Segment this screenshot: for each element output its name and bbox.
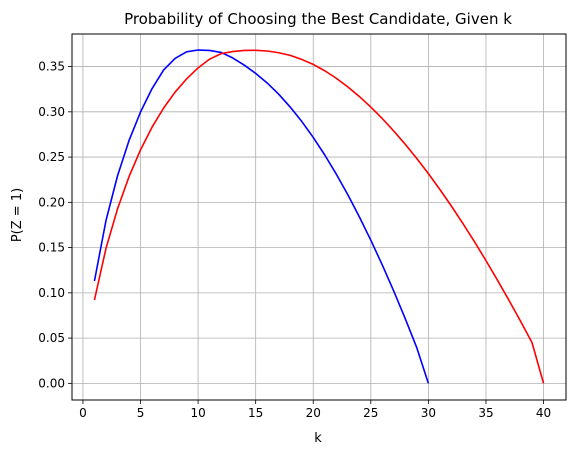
y-tick-label: 0.20 bbox=[38, 195, 65, 209]
chart-title: Probability of Choosing the Best Candida… bbox=[124, 10, 512, 28]
x-tick-label: 5 bbox=[137, 406, 145, 420]
y-axis-label: P(Z = 1) bbox=[10, 188, 25, 242]
y-tick-label: 0.00 bbox=[38, 376, 65, 390]
x-axis-label: k bbox=[314, 431, 322, 446]
x-tick-label: 30 bbox=[421, 406, 436, 420]
series-layer bbox=[93, 49, 545, 384]
plot-frame bbox=[71, 33, 567, 401]
series-line-1 bbox=[93, 49, 430, 384]
y-tick-label: 0.10 bbox=[38, 286, 65, 300]
x-tick-label: 35 bbox=[478, 406, 493, 420]
x-tick-label: 20 bbox=[306, 406, 321, 420]
y-tick-label: 0.05 bbox=[38, 331, 65, 345]
x-tick-label: 10 bbox=[190, 406, 205, 420]
x-tick-label: 15 bbox=[248, 406, 263, 420]
x-axis: 0 5 10 15 20 25 30 35 40 bbox=[79, 400, 551, 420]
y-tick-label: 0.30 bbox=[38, 105, 65, 119]
y-tick-label: 0.15 bbox=[38, 241, 65, 255]
series-line-2 bbox=[93, 49, 545, 384]
y-tick-label: 0.35 bbox=[38, 60, 65, 74]
y-axis: 0.00 0.05 0.10 0.15 0.20 0.25 0.30 0.35 bbox=[38, 60, 72, 390]
x-tick-label: 25 bbox=[363, 406, 378, 420]
x-tick-label: 40 bbox=[536, 406, 551, 420]
grid bbox=[72, 34, 566, 400]
x-tick-label: 0 bbox=[79, 406, 87, 420]
plot-area bbox=[72, 34, 566, 400]
y-tick-label: 0.25 bbox=[38, 150, 65, 164]
